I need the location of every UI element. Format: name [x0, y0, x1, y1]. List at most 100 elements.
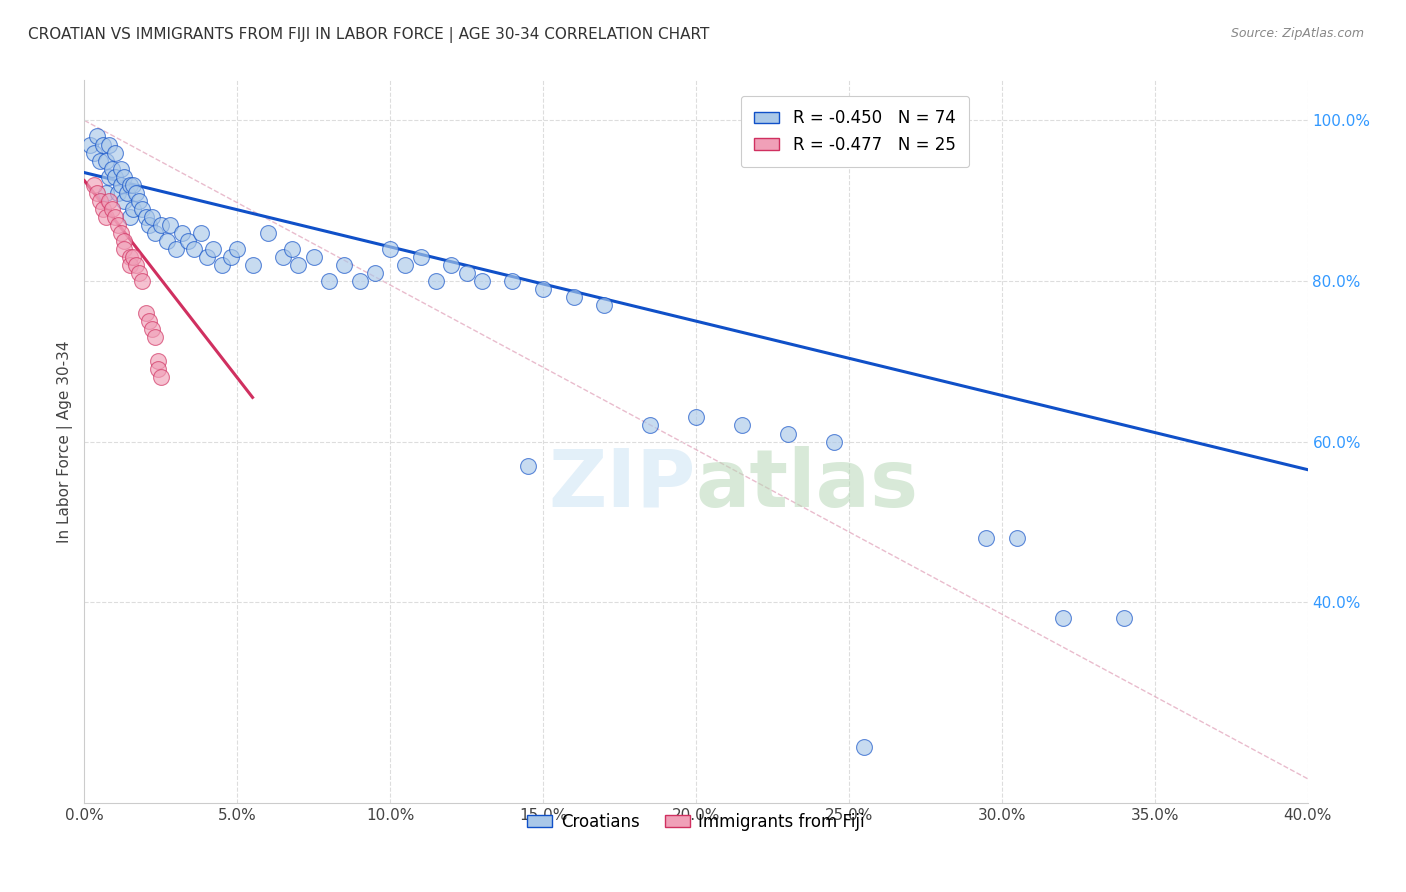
Point: [110, 178, 132, 192]
Point: [1114, 611, 1136, 625]
Point: [83, 178, 105, 192]
Point: [89, 153, 111, 168]
Point: [122, 202, 145, 216]
Point: [128, 194, 150, 208]
Point: [104, 169, 127, 184]
Point: [112, 194, 135, 208]
Point: [143, 330, 166, 344]
Point: [97, 194, 120, 208]
Point: [516, 458, 538, 473]
Point: [115, 186, 138, 200]
Point: [172, 226, 194, 240]
Point: [104, 210, 127, 224]
Point: [165, 242, 187, 256]
Point: [302, 250, 325, 264]
Point: [146, 362, 169, 376]
Point: [120, 250, 142, 264]
Point: [364, 266, 387, 280]
Point: [125, 186, 148, 200]
Point: [177, 234, 200, 248]
Point: [112, 169, 135, 184]
Y-axis label: In Labor Force | Age 30-34: In Labor Force | Age 30-34: [58, 340, 73, 543]
Point: [149, 370, 172, 384]
Point: [394, 258, 416, 272]
Point: [159, 218, 181, 232]
Point: [122, 178, 145, 192]
Point: [195, 250, 218, 264]
Point: [79, 137, 101, 152]
Point: [91, 202, 114, 216]
Point: [257, 226, 280, 240]
Point: [97, 169, 120, 184]
Point: [104, 145, 127, 160]
Point: [107, 186, 129, 200]
Point: [1005, 531, 1028, 545]
Text: atlas: atlas: [696, 446, 920, 524]
Point: [135, 210, 157, 224]
Point: [333, 258, 356, 272]
Point: [86, 186, 108, 200]
Point: [94, 186, 117, 200]
Point: [380, 242, 402, 256]
Point: [143, 226, 166, 240]
Point: [731, 418, 754, 433]
Point: [976, 531, 998, 545]
Point: [138, 218, 160, 232]
Point: [112, 242, 135, 256]
Point: [562, 290, 585, 304]
Point: [409, 250, 432, 264]
Point: [110, 161, 132, 176]
Point: [638, 418, 661, 433]
Point: [91, 137, 114, 152]
Point: [94, 153, 117, 168]
Point: [122, 250, 145, 264]
Point: [138, 314, 160, 328]
Point: [211, 258, 233, 272]
Point: [94, 210, 117, 224]
Point: [242, 258, 264, 272]
Point: [149, 218, 172, 232]
Point: [440, 258, 463, 272]
Point: [1052, 611, 1074, 625]
Point: [318, 274, 340, 288]
Point: [101, 161, 124, 176]
Point: [131, 274, 153, 288]
Point: [112, 234, 135, 248]
Point: [531, 282, 554, 296]
Point: [141, 210, 163, 224]
Point: [131, 202, 153, 216]
Point: [685, 410, 707, 425]
Point: [183, 242, 205, 256]
Point: [120, 178, 142, 192]
Legend: Croatians, Immigrants from Fiji: Croatians, Immigrants from Fiji: [520, 806, 872, 838]
Point: [823, 434, 845, 449]
Text: Source: ZipAtlas.com: Source: ZipAtlas.com: [1230, 27, 1364, 40]
Point: [120, 210, 142, 224]
Point: [107, 218, 129, 232]
Point: [125, 258, 148, 272]
Point: [456, 266, 478, 280]
Point: [593, 298, 616, 312]
Point: [86, 129, 108, 144]
Point: [471, 274, 494, 288]
Point: [281, 242, 304, 256]
Text: ZIP: ZIP: [548, 446, 696, 524]
Point: [271, 250, 294, 264]
Point: [135, 306, 157, 320]
Point: [853, 739, 876, 754]
Text: CROATIAN VS IMMIGRANTS FROM FIJI IN LABOR FORCE | AGE 30-34 CORRELATION CHART: CROATIAN VS IMMIGRANTS FROM FIJI IN LABO…: [28, 27, 710, 43]
Point: [287, 258, 309, 272]
Point: [776, 426, 799, 441]
Point: [97, 137, 120, 152]
Point: [219, 250, 242, 264]
Point: [425, 274, 447, 288]
Point: [89, 194, 111, 208]
Point: [146, 354, 169, 368]
Point: [141, 322, 163, 336]
Point: [226, 242, 249, 256]
Point: [83, 145, 105, 160]
Point: [190, 226, 212, 240]
Point: [349, 274, 371, 288]
Point: [101, 202, 124, 216]
Point: [110, 226, 132, 240]
